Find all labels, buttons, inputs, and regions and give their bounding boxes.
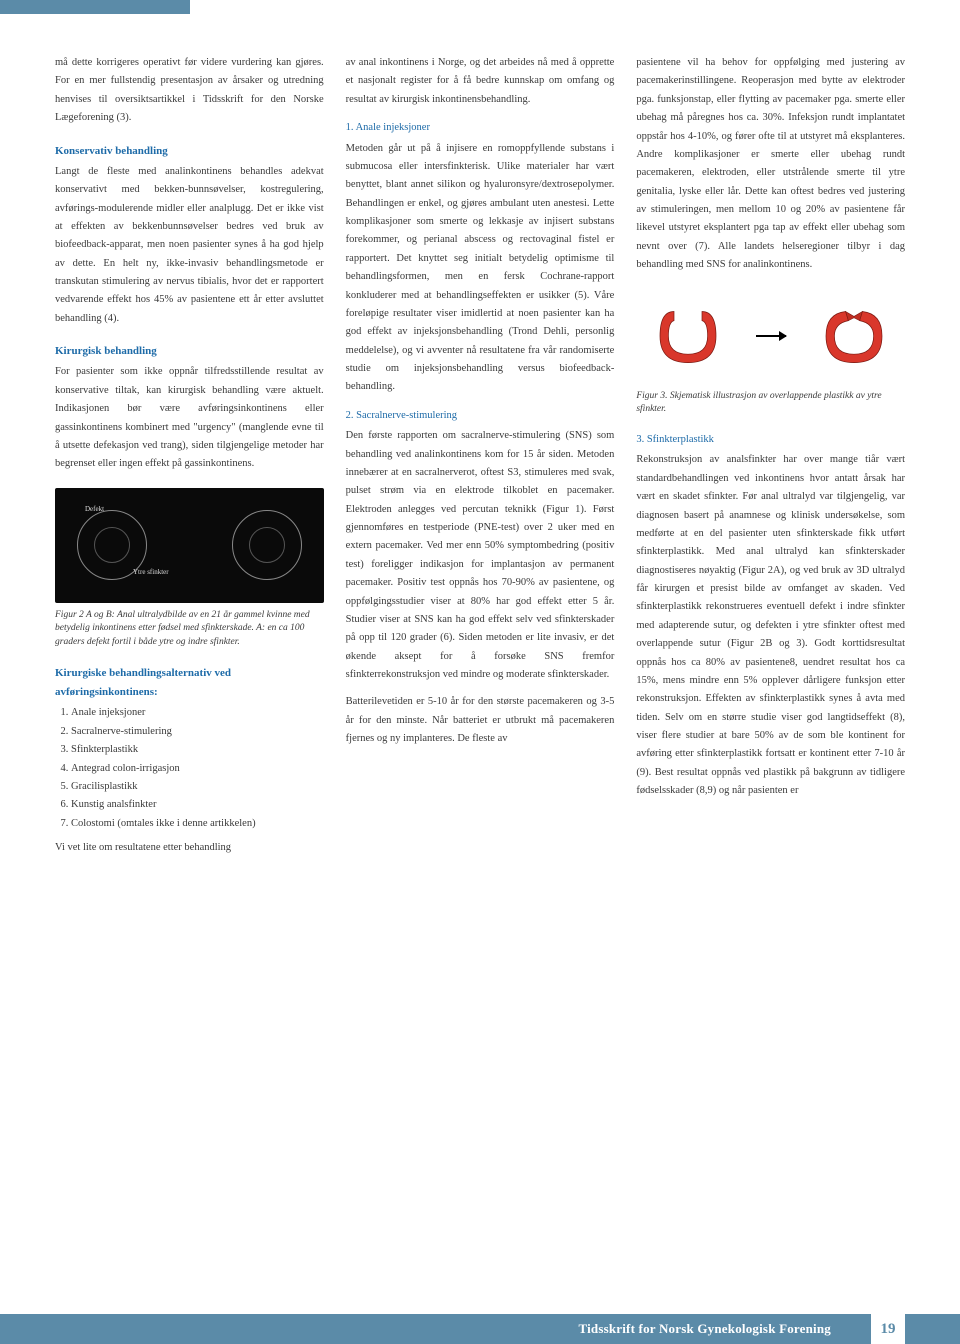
- list-item: Antegrad colon-irrigasjon: [71, 760, 324, 778]
- label-defekt: Defekt: [85, 503, 104, 515]
- paragraph: Rekonstruksjon av analsfinkter har over …: [636, 451, 905, 800]
- arrow-icon: [756, 335, 786, 337]
- subheading-anale-injeksjoner: 1. Anale injeksjoner: [346, 119, 615, 137]
- paragraph: Metoden går ut på å injisere en romoppfy…: [346, 140, 615, 397]
- page-footer: Tidsskrift for Norsk Gynekologisk Foreni…: [0, 1314, 960, 1344]
- list-item: Kunstig analsfinkter: [71, 796, 324, 814]
- subheading-sacralnerve: 2. Sacralnerve-stimulering: [346, 407, 615, 425]
- paragraph: Vi vet lite om resultatene etter behandl…: [55, 839, 324, 857]
- paragraph: For pasienter som ikke oppnår tilfredsst…: [55, 363, 324, 473]
- column-1: må dette korrigeres operativt før videre…: [55, 54, 324, 860]
- figure-3-sphincter-diagram: [636, 289, 905, 384]
- section-heading-alternatives: Kirurgiske behandlingsalternativ ved avf…: [55, 664, 324, 703]
- paragraph: må dette korrigeres operativt før videre…: [55, 54, 324, 128]
- list-item: Gracilisplastikk: [71, 778, 324, 796]
- column-2: av anal inkontinens i Norge, og det arbe…: [346, 54, 615, 860]
- figure-2-caption: Figur 2 A og B: Anal ultralydbilde av en…: [55, 609, 324, 650]
- paragraph: Den første rapporten om sacralnerve-stim…: [346, 427, 615, 684]
- paragraph: pasientene vil ha behov for oppfølging m…: [636, 54, 905, 275]
- page-content: må dette korrigeres operativt før videre…: [0, 14, 960, 860]
- figure-3-caption: Figur 3. Skjematisk illustrasjon av over…: [636, 390, 905, 418]
- column-3: pasientene vil ha behov for oppfølging m…: [636, 54, 905, 860]
- journal-title: Tidsskrift for Norsk Gynekologisk Foreni…: [578, 1321, 831, 1337]
- sphincter-shape-before: [653, 301, 723, 371]
- page-number: 19: [871, 1314, 905, 1344]
- paragraph: av anal inkontinens i Norge, og det arbe…: [346, 54, 615, 109]
- header-accent-bar: [0, 0, 190, 14]
- label-ytre: Ytre sfinkter: [133, 566, 169, 578]
- sphincter-shape-after: [819, 301, 889, 371]
- treatment-options-list: Anale injeksjoner Sacralnerve-stimulerin…: [55, 704, 324, 833]
- list-item: Sacralnerve-stimulering: [71, 723, 324, 741]
- paragraph: Batterilevetiden er 5-10 år for den stør…: [346, 693, 615, 748]
- paragraph: Langt de fleste med analinkontinens beha…: [55, 163, 324, 328]
- figure-2-ultrasound: Defekt Ytre sfinkter: [55, 488, 324, 603]
- list-item: Colostomi (omtales ikke i denne artikkel…: [71, 815, 324, 833]
- list-item: Anale injeksjoner: [71, 704, 324, 722]
- section-heading-kirurgisk: Kirurgisk behandling: [55, 342, 324, 361]
- subheading-sfinkterplastikk: 3. Sfinkterplastikk: [636, 431, 905, 449]
- list-item: Sfinkterplastikk: [71, 741, 324, 759]
- section-heading-konservativ: Konservativ behandling: [55, 142, 324, 161]
- three-column-layout: må dette korrigeres operativt før videre…: [55, 54, 905, 860]
